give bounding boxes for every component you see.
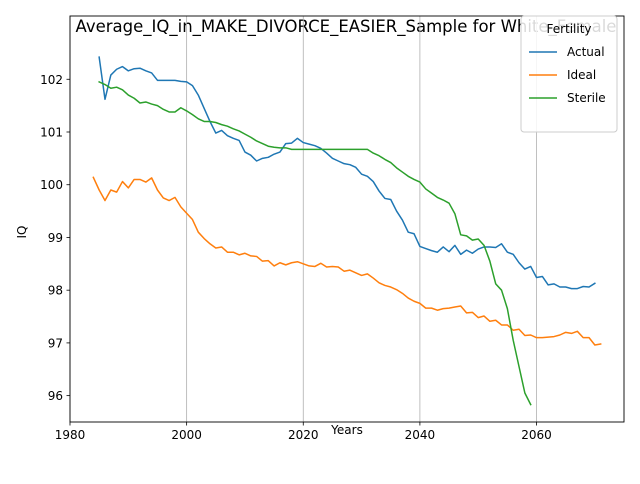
x-tick-label: 2020 <box>288 428 319 442</box>
legend: Fertility Actual Ideal Sterile <box>520 15 618 133</box>
legend-label-actual: Actual <box>567 45 605 59</box>
x-axis-ticks: 1980 2000 2020 2040 2060 <box>55 422 552 442</box>
chart-title: Average_IQ_in_MAKE_DIVORCE_EASIER_Sample… <box>76 17 617 37</box>
legend-label-sterile: Sterile <box>567 91 606 105</box>
series-line-sterile <box>98 80 532 406</box>
y-tick-label: 96 <box>48 389 63 403</box>
y-axis-ticks: 96 97 98 99 100 101 102 <box>40 73 70 403</box>
x-tick-label: 2060 <box>521 428 552 442</box>
series-line-ideal <box>92 176 602 346</box>
series-lines <box>92 56 602 406</box>
x-axis-label: Years <box>330 423 363 437</box>
legend-title: Fertility <box>546 22 591 36</box>
y-axis-label: IQ <box>15 226 29 239</box>
legend-label-ideal: Ideal <box>567 68 596 82</box>
x-tick-label: 1980 <box>55 428 86 442</box>
y-tick-label: 102 <box>40 73 63 87</box>
series-line-actual <box>98 56 596 290</box>
x-tick-label: 2000 <box>171 428 202 442</box>
y-tick-label: 98 <box>48 284 63 298</box>
legend-entries: Actual Ideal Sterile <box>529 45 606 105</box>
legend-frame <box>520 15 618 133</box>
y-tick-label: 101 <box>40 126 63 140</box>
y-tick-label: 99 <box>48 231 63 245</box>
plot-frame <box>69 15 625 423</box>
x-tick-label: 2040 <box>405 428 436 442</box>
y-tick-label: 97 <box>48 336 63 350</box>
y-tick-label: 100 <box>40 178 63 192</box>
